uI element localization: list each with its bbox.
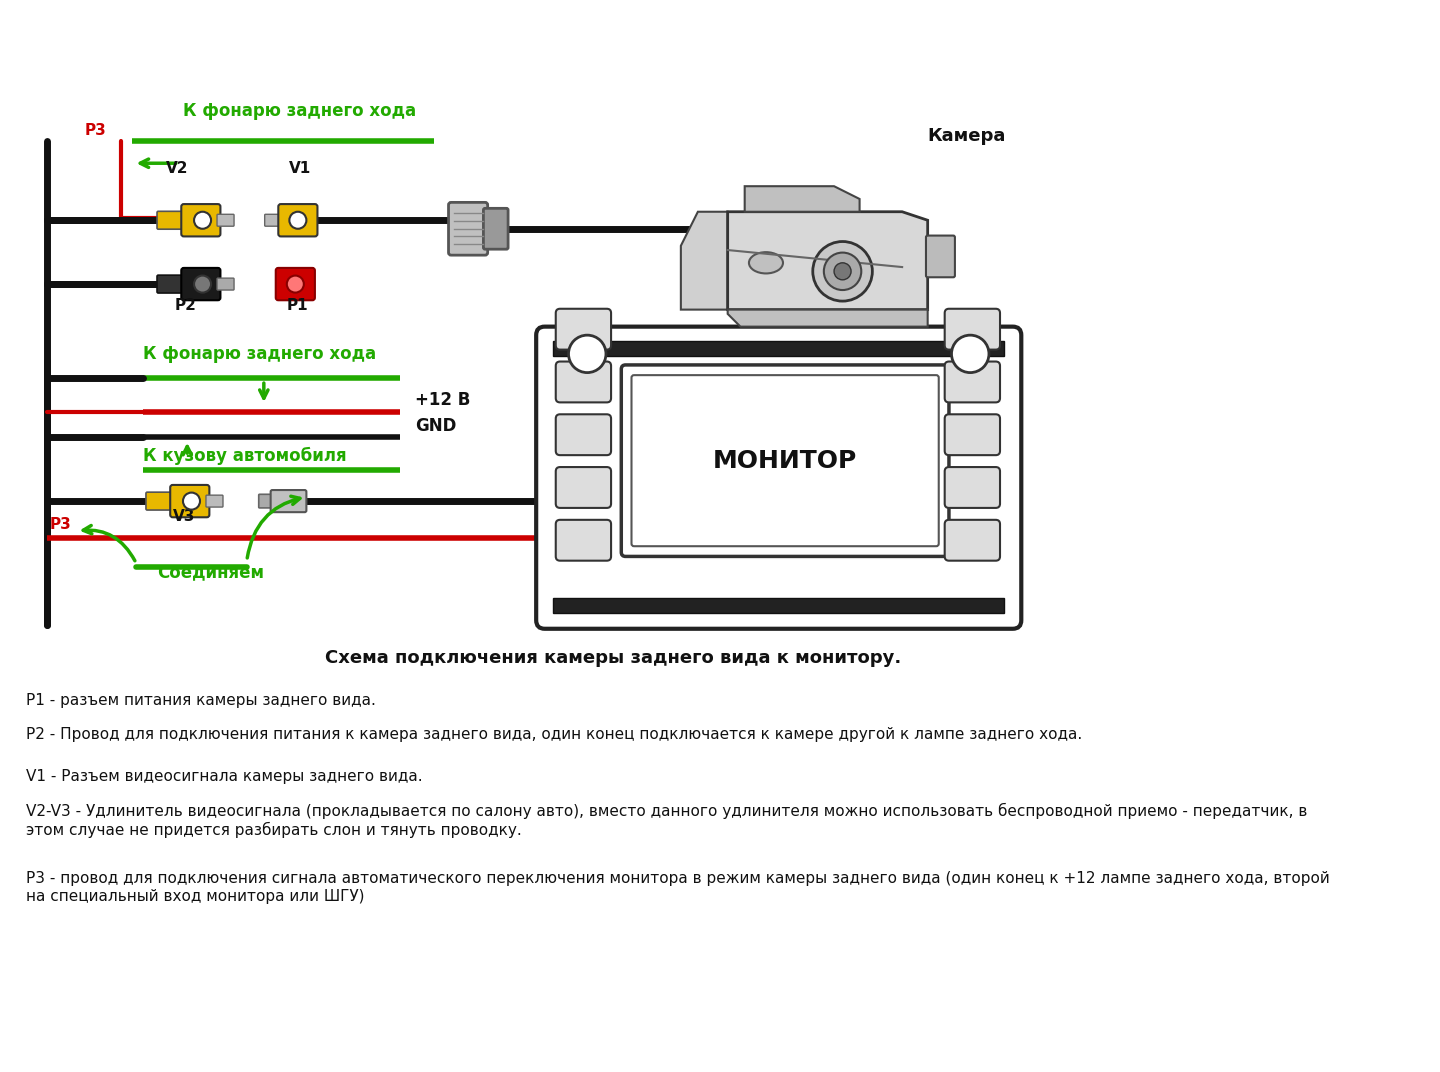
Circle shape [289,212,307,228]
Ellipse shape [749,252,783,273]
Text: Р2 - Провод для подключения питания к камера заднего вида, один конец подключает: Р2 - Провод для подключения питания к ка… [26,727,1081,742]
FancyBboxPatch shape [556,361,611,402]
Circle shape [183,493,200,509]
Text: К фонарю заднего хода: К фонарю заднего хода [183,102,416,120]
Text: К кузову автомобиля: К кузову автомобиля [143,447,347,465]
FancyBboxPatch shape [278,204,317,237]
FancyBboxPatch shape [271,490,307,512]
FancyBboxPatch shape [945,467,999,508]
Text: Камера: Камера [927,128,1007,145]
Text: V2: V2 [166,162,189,177]
FancyBboxPatch shape [945,520,999,561]
Polygon shape [727,310,927,327]
FancyBboxPatch shape [536,327,1021,629]
Text: Р3: Р3 [85,123,107,138]
Text: Р3 - провод для подключения сигнала автоматического переключения монитора в режи: Р3 - провод для подключения сигнала авто… [26,872,1329,904]
Text: К фонарю заднего хода: К фонарю заднего хода [143,345,376,363]
Circle shape [834,263,851,280]
Text: GND: GND [415,417,456,435]
Text: +12 В: +12 В [415,391,471,408]
Text: V3: V3 [173,509,196,524]
FancyBboxPatch shape [556,414,611,456]
FancyBboxPatch shape [448,203,488,255]
Polygon shape [727,212,927,310]
FancyBboxPatch shape [632,375,939,547]
Polygon shape [681,212,727,310]
Circle shape [569,336,606,373]
Circle shape [952,336,989,373]
Polygon shape [744,187,860,212]
FancyBboxPatch shape [945,414,999,456]
Circle shape [812,241,873,301]
FancyBboxPatch shape [945,309,999,349]
FancyBboxPatch shape [556,520,611,561]
Text: МОНИТОР: МОНИТОР [713,449,857,473]
FancyBboxPatch shape [556,309,611,349]
Text: Схема подключения камеры заднего вида к монитору.: Схема подключения камеры заднего вида к … [324,649,901,667]
FancyBboxPatch shape [926,236,955,278]
Text: V2-V3 - Удлинитель видеосигнала (прокладывается по салону авто), вместо данного : V2-V3 - Удлинитель видеосигнала (проклад… [26,803,1308,838]
FancyBboxPatch shape [157,276,186,293]
Text: P2: P2 [174,298,196,313]
FancyBboxPatch shape [157,211,186,229]
FancyBboxPatch shape [206,495,223,507]
FancyBboxPatch shape [181,268,220,300]
FancyBboxPatch shape [945,361,999,402]
Circle shape [287,276,304,293]
FancyBboxPatch shape [259,494,274,508]
Bar [553,341,1004,356]
Text: P1: P1 [287,298,308,313]
FancyBboxPatch shape [170,485,209,518]
FancyBboxPatch shape [621,364,949,556]
Circle shape [194,276,212,293]
Text: Р1 - разъем питания камеры заднего вида.: Р1 - разъем питания камеры заднего вида. [26,693,376,708]
FancyBboxPatch shape [145,492,174,510]
Text: V1 - Разъем видеосигнала камеры заднего вида.: V1 - Разъем видеосигнала камеры заднего … [26,770,422,785]
Text: Р3: Р3 [49,517,71,532]
FancyBboxPatch shape [484,208,508,249]
Bar [553,598,1004,613]
FancyBboxPatch shape [556,467,611,508]
FancyBboxPatch shape [181,204,220,237]
Circle shape [824,253,861,291]
FancyBboxPatch shape [275,268,315,300]
Circle shape [194,212,212,228]
Text: Соединяем: Соединяем [157,564,265,582]
FancyBboxPatch shape [217,278,235,291]
FancyBboxPatch shape [217,214,235,226]
Text: V1: V1 [289,162,311,177]
FancyBboxPatch shape [265,214,282,226]
